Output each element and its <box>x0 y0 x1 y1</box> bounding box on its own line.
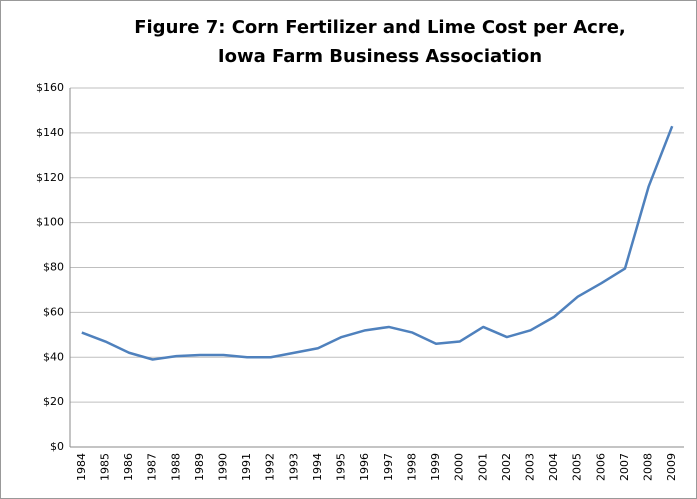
y-tick-label: $140 <box>36 126 64 139</box>
x-tick-label: 1997 <box>382 453 395 481</box>
x-tick-label: 1993 <box>287 453 300 481</box>
x-tick-label: 2001 <box>476 453 489 481</box>
x-tick-label: 2008 <box>642 453 655 481</box>
chart-title: Figure 7: Corn Fertilizer and Lime Cost … <box>134 17 626 38</box>
x-tick-label: 1998 <box>405 453 418 481</box>
x-tick-label: 1990 <box>217 453 230 481</box>
y-tick-label: $160 <box>36 81 64 94</box>
x-tick-label: 1985 <box>98 453 111 481</box>
x-tick-label: 1999 <box>429 453 442 481</box>
x-tick-label: 1987 <box>146 453 159 481</box>
y-tick-label: $20 <box>43 395 64 408</box>
x-tick-label: 1991 <box>240 453 253 481</box>
x-tick-label: 2006 <box>594 453 607 481</box>
x-tick-label: 1984 <box>75 453 88 481</box>
chart-title: Iowa Farm Business Association <box>218 46 542 67</box>
x-tick-label: 2000 <box>453 453 466 481</box>
x-tick-label: 1994 <box>311 453 324 481</box>
x-tick-label: 2007 <box>618 453 631 481</box>
y-tick-label: $120 <box>36 171 64 184</box>
x-tick-label: 2005 <box>571 453 584 481</box>
x-tick-label: 2009 <box>665 453 678 481</box>
x-tick-label: 2004 <box>547 453 560 481</box>
x-tick-label: 1989 <box>193 453 206 481</box>
x-tick-label: 1992 <box>264 453 277 481</box>
x-tick-label: 1986 <box>122 453 135 481</box>
y-tick-label: $80 <box>43 261 64 274</box>
data-line <box>81 125 674 361</box>
x-tick-label: 1995 <box>335 453 348 481</box>
x-tick-label: 2002 <box>500 453 513 481</box>
y-tick-label: $60 <box>43 305 64 318</box>
x-tick-label: 2003 <box>524 453 537 481</box>
y-tick-label: $40 <box>43 350 64 363</box>
y-tick-label: $100 <box>36 216 64 229</box>
x-tick-label: 1996 <box>358 453 371 481</box>
x-tick-label: 1988 <box>169 453 182 481</box>
y-tick-label: $0 <box>50 440 64 453</box>
